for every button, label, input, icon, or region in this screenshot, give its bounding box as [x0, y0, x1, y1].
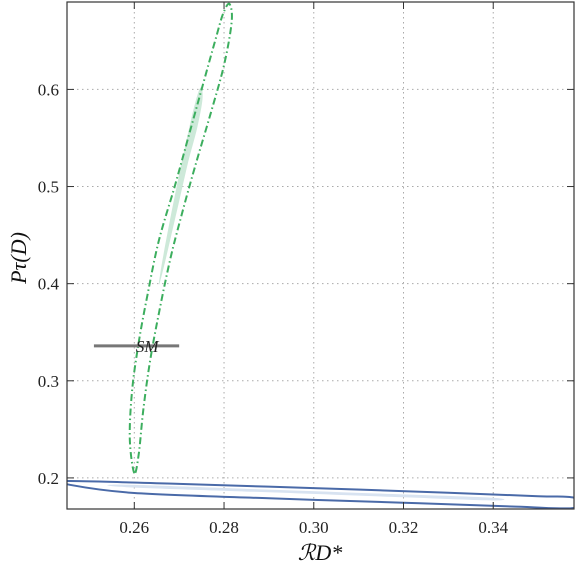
- y-tick-label: 0.4: [38, 275, 60, 294]
- x-tick-label: 0.30: [299, 518, 329, 537]
- y-tick-label: 0.6: [38, 80, 59, 99]
- grid-lines: [67, 2, 574, 509]
- x-tick-label: 0.28: [209, 518, 239, 537]
- contour-regions: [67, 2, 574, 509]
- plot-frame: [66, 1, 575, 510]
- x-tick-label: 0.26: [119, 518, 149, 537]
- y-axis-label: Pτ(D): [6, 232, 31, 285]
- blue-inner-region: [107, 484, 505, 501]
- sm-label: SM: [136, 337, 160, 356]
- x-axis-label: ℛD*: [298, 540, 342, 565]
- y-tick-label: 0.3: [38, 372, 59, 391]
- blue-outer-region: [67, 479, 574, 509]
- axis-ticks: 0.26 0.28 0.30 0.32 0.34 0.2 0.3 0.4 0.5 0.6: [38, 2, 574, 537]
- y-tick-label: 0.2: [38, 469, 59, 488]
- sm-marker: SM: [93, 337, 180, 356]
- x-tick-label: 0.34: [478, 518, 508, 537]
- green-inner-region: [158, 87, 203, 285]
- y-tick-label: 0.5: [38, 178, 59, 197]
- green-outer-region: [128, 2, 233, 475]
- x-tick-label: 0.32: [389, 518, 419, 537]
